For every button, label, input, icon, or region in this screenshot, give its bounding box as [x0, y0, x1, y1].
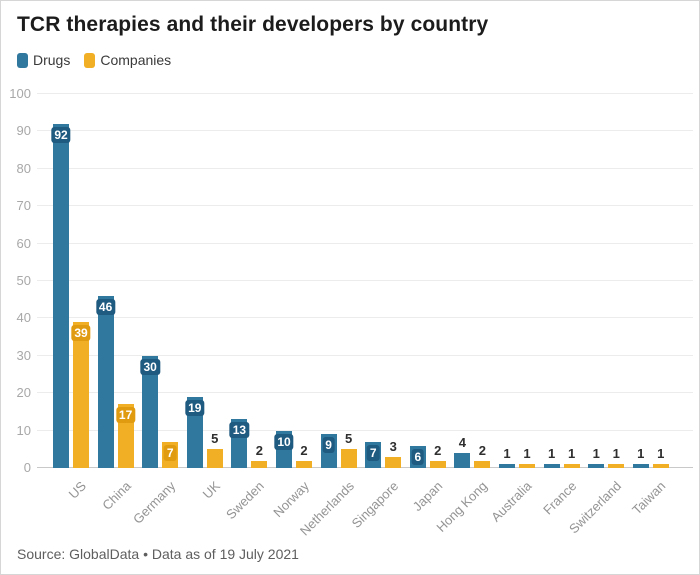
x-axis-label-france: France — [540, 478, 580, 518]
y-axis-tick-label: 80 — [16, 160, 31, 176]
gridline — [37, 429, 693, 431]
bar-value-label: 9 — [322, 437, 335, 454]
legend: Drugs Companies — [17, 53, 171, 68]
bar-companies-taiwan — [652, 464, 669, 468]
bar-value-label: 2 — [478, 442, 487, 458]
legend-item-companies: Companies — [84, 53, 171, 68]
bar-value-label: 1 — [612, 446, 620, 462]
y-axis-tick-label: 100 — [9, 86, 31, 101]
bar-companies-australia — [519, 464, 535, 468]
bar-companies-japan — [429, 460, 446, 468]
y-axis-tick-label: 50 — [16, 273, 31, 288]
gridline — [37, 392, 693, 394]
bar-value-label: 1 — [567, 446, 576, 462]
bar-value-label: 1 — [637, 446, 645, 462]
gridline — [37, 205, 693, 207]
bar-value-label: 3 — [389, 438, 397, 454]
gridline — [37, 93, 693, 94]
x-axis-label-china: China — [98, 478, 134, 513]
bar-value-label: 10 — [274, 433, 294, 450]
x-axis-label-uk: UK — [199, 478, 223, 502]
bar-drugs-china — [97, 295, 114, 468]
y-axis-tick-label: 30 — [16, 347, 31, 363]
bar-drugs-hong-kong — [454, 453, 471, 468]
bar-value-label: 4 — [458, 435, 467, 451]
bar-companies-sweden — [251, 460, 268, 468]
bar-value-label: 7 — [366, 444, 380, 461]
x-axis-label-germany: Germany — [129, 478, 179, 527]
y-axis-tick-label: 0 — [23, 460, 31, 475]
bar-value-label: 19 — [185, 399, 205, 416]
legend-label-companies: Companies — [100, 52, 172, 68]
bar-value-label: 1 — [657, 446, 665, 462]
gridline — [37, 130, 693, 132]
bar-value-label: 5 — [211, 431, 219, 447]
source-note: Source: GlobalData • Data as of 19 July … — [17, 546, 299, 562]
bar-value-label: 6 — [411, 448, 425, 465]
bar-drugs-france — [543, 464, 560, 468]
bar-value-label: 1 — [503, 446, 511, 462]
bar-drugs-switzerland — [588, 464, 605, 468]
y-axis-tick-label: 70 — [16, 198, 31, 214]
x-axis-label-singapore: Singapore — [348, 478, 402, 531]
bar-value-label: 7 — [163, 444, 177, 461]
bar-value-label: 92 — [51, 126, 71, 143]
x-axis-label-japan: Japan — [410, 478, 446, 514]
bar-companies-switzerland — [608, 464, 625, 468]
bar-value-label: 1 — [547, 446, 556, 462]
bar-value-label: 5 — [344, 431, 353, 447]
gridline — [37, 242, 693, 244]
y-axis-tick-label: 60 — [16, 235, 31, 251]
x-axis-label-norway: Norway — [270, 478, 312, 521]
bar-value-label: 2 — [434, 442, 442, 458]
x-axis-label-us: US — [65, 478, 89, 502]
bar-drugs-us — [53, 123, 69, 468]
bar-value-label: 2 — [255, 442, 264, 458]
y-axis-tick-label: 90 — [16, 123, 31, 139]
gridline — [37, 167, 693, 169]
gridline — [37, 280, 693, 281]
x-axis-label-taiwan: Taiwan — [629, 478, 669, 518]
legend-label-drugs: Drugs — [33, 52, 71, 68]
bar-drugs-australia — [499, 464, 515, 468]
bar-companies-singapore — [385, 456, 402, 468]
gridline — [37, 354, 693, 356]
y-axis-tick-label: 40 — [16, 310, 31, 326]
bar-companies-us — [73, 322, 89, 468]
bar-value-label: 30 — [140, 358, 160, 375]
y-axis-tick-label: 10 — [16, 422, 31, 438]
bar-companies-netherlands — [340, 449, 357, 468]
x-axis-line — [37, 467, 693, 468]
bar-value-label: 1 — [592, 446, 600, 462]
legend-item-drugs: Drugs — [17, 53, 70, 68]
x-axis-label-australia: Australia — [488, 478, 535, 525]
bar-value-label: 46 — [95, 298, 116, 315]
bar-drugs-taiwan — [632, 464, 649, 468]
bar-companies-france — [563, 464, 580, 468]
bar-value-label: 2 — [300, 442, 308, 458]
bar-value-label: 17 — [115, 407, 136, 424]
bar-value-label: 39 — [71, 325, 91, 342]
legend-swatch-companies — [84, 53, 96, 68]
gridline — [37, 317, 693, 319]
bar-drugs-germany — [142, 355, 159, 468]
chart-title: TCR therapies and their developers by co… — [17, 13, 489, 36]
bar-companies-hong-kong — [474, 460, 491, 468]
bar-companies-uk — [206, 449, 223, 468]
x-axis-label-sweden: Sweden — [223, 478, 268, 523]
bar-value-label: 13 — [229, 422, 250, 439]
plot-area: 0 10 20 30 40 50 60 70 80 90 100 92 39 US 46 17 China 30 7… — [9, 86, 693, 538]
bar-companies-norway — [296, 460, 312, 468]
y-axis-tick-label: 20 — [16, 385, 31, 401]
bar-value-label: 1 — [523, 446, 531, 462]
legend-swatch-drugs — [17, 53, 28, 68]
